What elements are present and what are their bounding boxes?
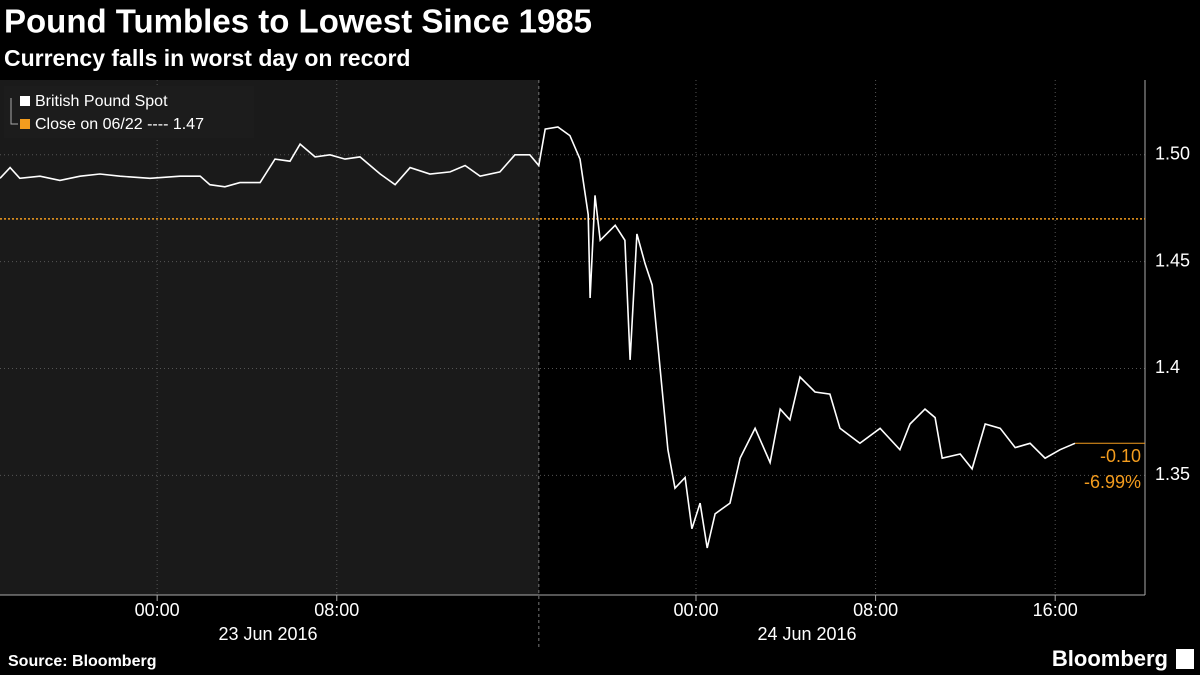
date-label: 23 Jun 2016 [218, 624, 317, 644]
legend-connector [10, 98, 18, 125]
legend: British Pound Spot Close on 06/22 ---- 1.… [4, 86, 254, 138]
chart-title: Pound Tumbles to Lowest Since 1985 [4, 3, 592, 40]
legend-label: British Pound Spot [35, 93, 168, 110]
x-tick-label: 08:00 [853, 600, 898, 620]
session-shade [0, 80, 539, 595]
x-tick-label: 00:00 [673, 600, 718, 620]
source: Source: Bloomberg [8, 653, 156, 670]
legend-swatch [20, 96, 30, 106]
date-label: 24 Jun 2016 [757, 624, 856, 644]
price-line [0, 126, 1076, 549]
y-tick-label: 1.45 [1155, 250, 1190, 270]
brand-logo: Bloomberg [1052, 646, 1168, 671]
brand-icon [1176, 649, 1194, 669]
chart-subtitle: Currency falls in worst day on record [4, 45, 410, 71]
x-tick-label: 08:00 [314, 600, 359, 620]
change-label: -6.99% [1084, 472, 1141, 492]
legend-label: Close on 06/22 ---- 1.47 [35, 116, 204, 133]
x-tick-label: 16:00 [1033, 600, 1078, 620]
y-tick-label: 1.35 [1155, 464, 1190, 484]
y-tick-label: 1.4 [1155, 357, 1180, 377]
y-tick-label: 1.50 [1155, 144, 1190, 164]
legend-swatch [20, 119, 30, 129]
legend-box [4, 86, 254, 138]
x-tick-label: 00:00 [135, 600, 180, 620]
change-label: -0.10 [1100, 446, 1141, 466]
